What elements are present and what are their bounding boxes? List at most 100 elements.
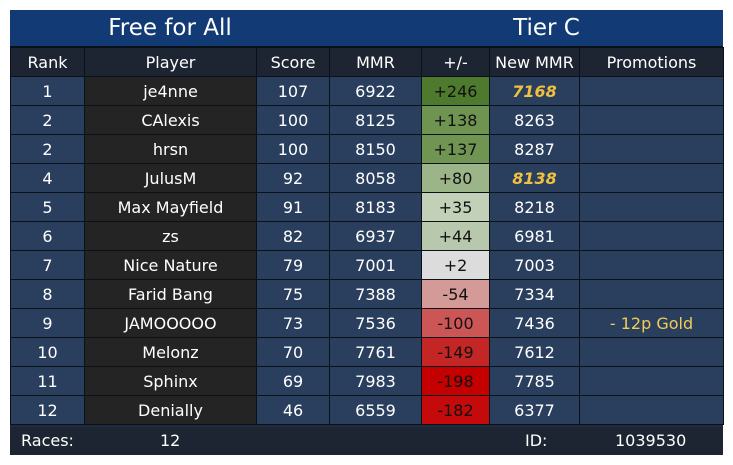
rank-cell: 11 xyxy=(10,366,85,396)
rank-cell: 5 xyxy=(10,192,85,222)
new-mmr-cell: 8287 xyxy=(489,134,580,164)
delta-cell: +2 xyxy=(421,250,490,280)
score-cell: 91 xyxy=(256,192,330,222)
score-cell: 73 xyxy=(256,308,330,338)
col-header-player: Player xyxy=(84,47,257,77)
col-header-mmr: MMR xyxy=(329,47,422,77)
new-mmr-cell: 7003 xyxy=(489,250,580,280)
delta-cell: +137 xyxy=(421,134,490,164)
mmr-cell: 6937 xyxy=(329,221,422,251)
promotion-cell xyxy=(579,105,724,135)
new-mmr-cell: 6377 xyxy=(489,395,580,425)
new-mmr-cell: 6981 xyxy=(489,221,580,251)
player-cell: Sphinx xyxy=(84,366,257,396)
results-table: Rank Player Score MMR +/- New MMR Promot… xyxy=(10,47,724,425)
score-cell: 70 xyxy=(256,337,330,367)
table-row: 9 JAMOOOOO 73 7536 -100 7436- 12p Gold xyxy=(10,308,724,338)
table-row: 2 hrsn 100 8150 +137 8287 xyxy=(10,134,724,164)
results-body: 1 je4nne 107 6922 +246 7168 2 CAlexis 100 8125 +13… xyxy=(10,76,724,425)
table-row: 8 Farid Bang 75 7388 -54 7334 xyxy=(10,279,724,309)
promotion-cell xyxy=(579,221,724,251)
col-header-delta: +/- xyxy=(421,47,490,77)
new-mmr-cell: 7612 xyxy=(489,337,580,367)
delta-cell: -198 xyxy=(421,366,490,396)
promotion-cell xyxy=(579,279,724,309)
mmr-cell: 8183 xyxy=(329,192,422,222)
delta-cell: +246 xyxy=(421,76,490,106)
player-cell: Nice Nature xyxy=(84,250,257,280)
mmr-cell: 7761 xyxy=(329,337,422,367)
rank-cell: 2 xyxy=(10,105,85,135)
mmr-cell: 7388 xyxy=(329,279,422,309)
mmr-cell: 8058 xyxy=(329,163,422,193)
mmr-cell: 7983 xyxy=(329,366,422,396)
promotion-cell xyxy=(579,250,724,280)
mmr-cell: 6922 xyxy=(329,76,422,106)
table-row: 4 JulusM 92 8058 +80 8138 xyxy=(10,163,724,193)
title-bar: Free for All Tier C xyxy=(10,10,723,48)
rank-cell: 9 xyxy=(10,308,85,338)
promotion-cell xyxy=(579,337,724,367)
results-card: Free for All Tier C Rank Player Score MM… xyxy=(10,10,724,455)
delta-cell: -100 xyxy=(421,308,490,338)
table-row: 1 je4nne 107 6922 +246 7168 xyxy=(10,76,724,106)
col-header-rank: Rank xyxy=(10,47,85,77)
mmr-cell: 8125 xyxy=(329,105,422,135)
mode-title: Free for All xyxy=(108,15,232,41)
promotion-cell xyxy=(579,76,724,106)
header-row: Rank Player Score MMR +/- New MMR Promot… xyxy=(10,47,724,77)
table-row: 5 Max Mayfield 91 8183 +35 8218 xyxy=(10,192,724,222)
rank-cell: 2 xyxy=(10,134,85,164)
rank-cell: 12 xyxy=(10,395,85,425)
rank-cell: 10 xyxy=(10,337,85,367)
mmr-cell: 6559 xyxy=(329,395,422,425)
player-cell: hrsn xyxy=(84,134,257,164)
delta-cell: -149 xyxy=(421,337,490,367)
table-row: 2 CAlexis 100 8125 +138 8263 xyxy=(10,105,724,135)
races-value: 12 xyxy=(160,431,181,450)
score-cell: 69 xyxy=(256,366,330,396)
rank-cell: 7 xyxy=(10,250,85,280)
player-cell: Farid Bang xyxy=(84,279,257,309)
score-cell: 82 xyxy=(256,221,330,251)
score-cell: 107 xyxy=(256,76,330,106)
player-cell: Max Mayfield xyxy=(84,192,257,222)
table-row: 11 Sphinx 69 7983 -198 7785 xyxy=(10,366,724,396)
player-cell: zs xyxy=(84,221,257,251)
rank-cell: 1 xyxy=(10,76,85,106)
delta-cell: +35 xyxy=(421,192,490,222)
table-row: 6 zs 82 6937 +44 6981 xyxy=(10,221,724,251)
mmr-cell: 7536 xyxy=(329,308,422,338)
col-header-new-mmr: New MMR xyxy=(489,47,580,77)
player-cell: je4nne xyxy=(84,76,257,106)
footer: Races: 12 ID: 1039530 xyxy=(10,427,723,455)
tier-title: Tier C xyxy=(513,15,580,41)
table-row: 12 Denially 46 6559 -182 6377 xyxy=(10,395,724,425)
mmr-cell: 7001 xyxy=(329,250,422,280)
score-cell: 46 xyxy=(256,395,330,425)
player-cell: Denially xyxy=(84,395,257,425)
score-cell: 92 xyxy=(256,163,330,193)
promotion-cell: - 12p Gold xyxy=(579,308,724,338)
delta-cell: +138 xyxy=(421,105,490,135)
table-row: 10 Melonz 70 7761 -149 7612 xyxy=(10,337,724,367)
delta-cell: -54 xyxy=(421,279,490,309)
races-label: Races: xyxy=(21,431,74,450)
new-mmr-cell: 7168 xyxy=(489,76,580,106)
new-mmr-cell: 7334 xyxy=(489,279,580,309)
delta-cell: +44 xyxy=(421,221,490,251)
table-row: 7 Nice Nature 79 7001 +2 7003 xyxy=(10,250,724,280)
new-mmr-cell: 7436 xyxy=(489,308,580,338)
rank-cell: 6 xyxy=(10,221,85,251)
promotion-cell xyxy=(579,395,724,425)
player-cell: Melonz xyxy=(84,337,257,367)
new-mmr-cell: 8218 xyxy=(489,192,580,222)
player-cell: CAlexis xyxy=(84,105,257,135)
score-cell: 100 xyxy=(256,134,330,164)
col-header-promotions: Promotions xyxy=(579,47,724,77)
score-cell: 75 xyxy=(256,279,330,309)
promotion-cell xyxy=(579,163,724,193)
player-cell: JAMOOOOO xyxy=(84,308,257,338)
new-mmr-cell: 7785 xyxy=(489,366,580,396)
promotion-cell xyxy=(579,192,724,222)
